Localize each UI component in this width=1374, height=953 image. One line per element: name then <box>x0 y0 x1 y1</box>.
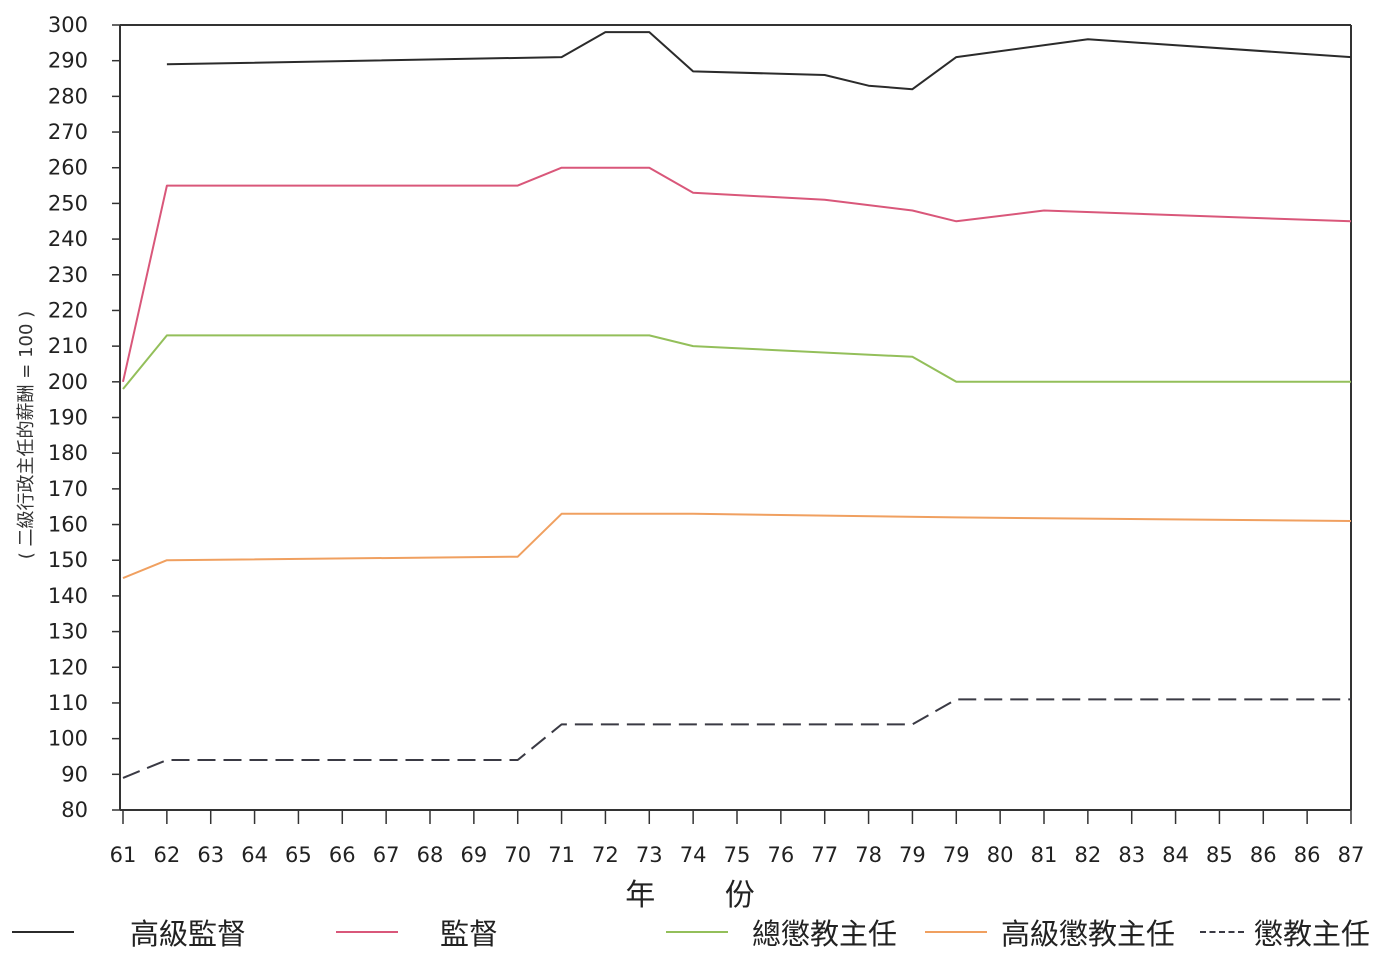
x-tick-label: 87 <box>1338 843 1365 867</box>
x-tick-label: 83 <box>1118 843 1145 867</box>
x-tick-label: 78 <box>855 843 882 867</box>
x-tick-label: 86 <box>1294 843 1321 867</box>
x-tick-label: 76 <box>767 843 794 867</box>
legend-label: 高級懲教主任 <box>1001 917 1176 951</box>
legend-swatch <box>336 931 398 933</box>
y-tick-label: 240 <box>48 227 88 251</box>
x-tick-label: 81 <box>1031 843 1058 867</box>
legend-item: 懲教主任 <box>1200 912 1370 952</box>
y-tick-label: 270 <box>48 120 88 144</box>
x-tick-label: 66 <box>329 843 356 867</box>
y-tick-label: 300 <box>48 13 88 37</box>
y-tick-label: 100 <box>48 727 88 751</box>
series-lines <box>122 31 1352 779</box>
y-tick-label: 280 <box>48 84 88 108</box>
y-tick-label: 150 <box>48 548 88 572</box>
y-axis-ticks: 80 90 100 110 120 130 140 150 160 170 180 190 200 210… <box>48 13 120 822</box>
legend-label: 懲教主任 <box>1254 917 1371 951</box>
x-tick-label: 64 <box>241 843 268 867</box>
y-tick-label: 160 <box>48 513 88 537</box>
series-line-2 <box>122 166 1352 383</box>
x-tick-label: 65 <box>285 843 312 867</box>
y-tick-label: 80 <box>61 798 88 822</box>
x-axis-title: 年 份 <box>625 878 785 912</box>
series-line-4 <box>122 512 1352 580</box>
x-tick-label: 70 <box>504 843 531 867</box>
x-tick-label: 72 <box>592 843 619 867</box>
y-tick-label: 130 <box>48 620 88 644</box>
legend-swatch <box>12 931 74 933</box>
legend-swatch <box>666 931 728 933</box>
y-tick-label: 200 <box>48 370 88 394</box>
x-tick-label: 80 <box>987 843 1014 867</box>
y-tick-label: 250 <box>48 191 88 215</box>
x-tick-label: 71 <box>548 843 575 867</box>
legend-item: 總懲教主任 <box>666 912 897 952</box>
x-tick-label: 68 <box>417 843 444 867</box>
legend-item: 高級監督 <box>12 912 246 952</box>
y-tick-label: 170 <box>48 477 88 501</box>
legend-swatch <box>1200 931 1244 933</box>
legend-item: 監督 <box>336 912 498 952</box>
x-tick-label: 79 <box>899 843 926 867</box>
y-tick-label: 140 <box>48 584 88 608</box>
series-line-3 <box>122 334 1351 390</box>
y-tick-label: 190 <box>48 406 88 430</box>
y-axis-title: ( 二級行政主任的薪酬 = 100 ) <box>16 311 37 559</box>
y-tick-label: 290 <box>48 49 88 73</box>
x-tick-label: 85 <box>1206 843 1233 867</box>
plot-frame <box>119 24 1352 811</box>
x-tick-label: 77 <box>811 843 838 867</box>
x-tick-label: 74 <box>680 843 707 867</box>
x-tick-label: 69 <box>460 843 487 867</box>
line-chart: 80 90 100 110 120 130 140 150 160 170 180 190 200 210… <box>16 13 1365 912</box>
x-tick-label: 86 <box>1250 843 1277 867</box>
y-tick-label: 90 <box>61 762 88 786</box>
x-axis-ticks: 61 62 63 64 65 66 67 68 69 70 71 72 73 74 75 76 77 78 79 79… <box>110 810 1365 867</box>
series-line-5 <box>122 698 1351 779</box>
y-tick-label: 260 <box>48 156 88 180</box>
x-tick-label: 67 <box>373 843 400 867</box>
x-tick-label: 63 <box>197 843 224 867</box>
x-tick-label: 75 <box>724 843 751 867</box>
x-tick-label: 62 <box>153 843 180 867</box>
x-tick-label: 73 <box>636 843 663 867</box>
y-tick-label: 210 <box>48 334 88 358</box>
y-tick-label: 110 <box>48 691 88 715</box>
legend-swatch <box>925 931 987 933</box>
legend-label: 高級監督 <box>130 917 247 951</box>
legend-item: 高級懲教主任 <box>925 912 1175 952</box>
legend-label: 監督 <box>440 917 499 951</box>
y-tick-label: 220 <box>48 298 88 322</box>
y-tick-label: 120 <box>48 655 88 679</box>
legend-label: 總懲教主任 <box>752 917 898 951</box>
y-tick-label: 180 <box>48 441 88 465</box>
series-line-1 <box>166 31 1352 91</box>
y-tick-label: 230 <box>48 263 88 287</box>
chart-legend: 高級監督 監督 總懲教主任 高級懲教主任 懲教主任 <box>0 912 1374 952</box>
x-tick-label: 82 <box>1074 843 1101 867</box>
x-tick-label: 79 <box>943 843 970 867</box>
x-tick-label: 84 <box>1162 843 1189 867</box>
x-tick-label: 61 <box>110 843 137 867</box>
